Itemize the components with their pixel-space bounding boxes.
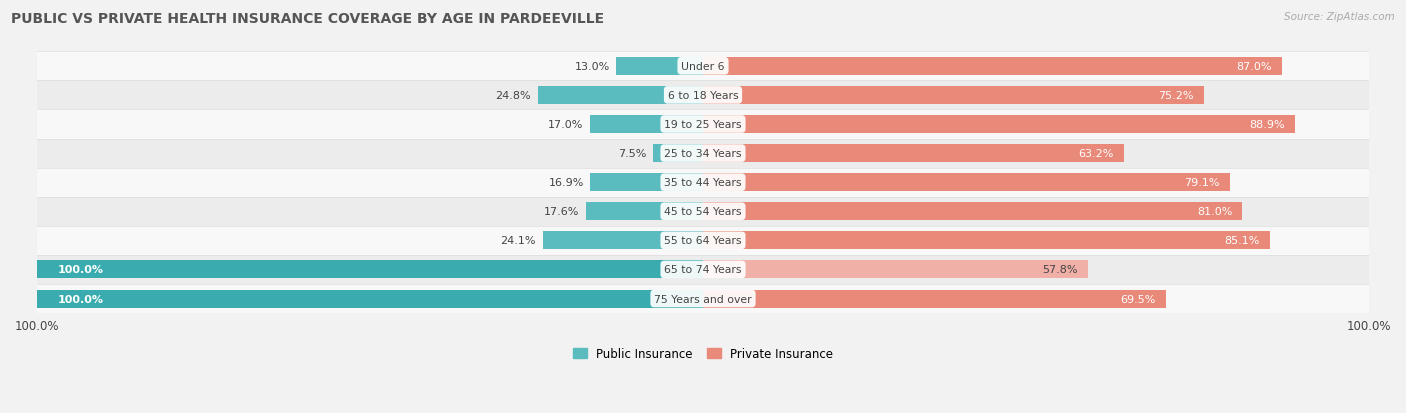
Text: 75 Years and over: 75 Years and over <box>654 294 752 304</box>
Text: 17.0%: 17.0% <box>548 120 583 130</box>
Bar <box>37 139 1369 168</box>
Bar <box>703 87 1204 104</box>
Bar <box>37 52 1369 81</box>
Bar <box>37 226 1369 255</box>
Bar <box>586 203 703 221</box>
Bar <box>543 232 703 250</box>
Bar <box>37 290 703 308</box>
Text: 13.0%: 13.0% <box>575 62 610 71</box>
Text: 24.1%: 24.1% <box>501 236 536 246</box>
Text: 69.5%: 69.5% <box>1121 294 1156 304</box>
Bar <box>591 116 703 134</box>
Text: PUBLIC VS PRIVATE HEALTH INSURANCE COVERAGE BY AGE IN PARDEEVILLE: PUBLIC VS PRIVATE HEALTH INSURANCE COVER… <box>11 12 605 26</box>
Bar <box>37 81 1369 110</box>
Text: 65 to 74 Years: 65 to 74 Years <box>664 265 742 275</box>
Bar <box>37 284 1369 313</box>
Bar <box>703 203 1243 221</box>
Text: 45 to 54 Years: 45 to 54 Years <box>664 207 742 217</box>
Text: 100.0%: 100.0% <box>58 265 103 275</box>
Bar <box>37 168 1369 197</box>
Text: 100.0%: 100.0% <box>58 294 103 304</box>
Text: 81.0%: 81.0% <box>1197 207 1232 217</box>
Text: 63.2%: 63.2% <box>1078 149 1114 159</box>
Text: 85.1%: 85.1% <box>1225 236 1260 246</box>
Text: 19 to 25 Years: 19 to 25 Years <box>664 120 742 130</box>
Bar <box>37 197 1369 226</box>
Bar <box>703 145 1123 163</box>
Bar <box>703 58 1282 76</box>
Text: 6 to 18 Years: 6 to 18 Years <box>668 91 738 101</box>
Text: 57.8%: 57.8% <box>1042 265 1078 275</box>
Text: 7.5%: 7.5% <box>619 149 647 159</box>
Text: 35 to 44 Years: 35 to 44 Years <box>664 178 742 188</box>
Text: 79.1%: 79.1% <box>1184 178 1219 188</box>
Bar <box>703 232 1270 250</box>
Text: 87.0%: 87.0% <box>1237 62 1272 71</box>
Text: Source: ZipAtlas.com: Source: ZipAtlas.com <box>1284 12 1395 22</box>
Bar <box>703 261 1088 279</box>
Text: 88.9%: 88.9% <box>1250 120 1285 130</box>
Text: 55 to 64 Years: 55 to 64 Years <box>664 236 742 246</box>
Text: 75.2%: 75.2% <box>1159 91 1194 101</box>
Bar <box>37 255 1369 284</box>
Text: 16.9%: 16.9% <box>548 178 583 188</box>
Bar <box>538 87 703 104</box>
Bar <box>37 110 1369 139</box>
Bar <box>703 290 1166 308</box>
Text: 24.8%: 24.8% <box>495 91 531 101</box>
Bar <box>37 261 703 279</box>
Bar <box>591 174 703 192</box>
Text: 25 to 34 Years: 25 to 34 Years <box>664 149 742 159</box>
Bar <box>616 58 703 76</box>
Text: Under 6: Under 6 <box>682 62 724 71</box>
Bar <box>652 145 703 163</box>
Bar <box>703 174 1230 192</box>
Text: 17.6%: 17.6% <box>544 207 579 217</box>
Bar <box>703 116 1295 134</box>
Legend: Public Insurance, Private Insurance: Public Insurance, Private Insurance <box>568 342 838 365</box>
